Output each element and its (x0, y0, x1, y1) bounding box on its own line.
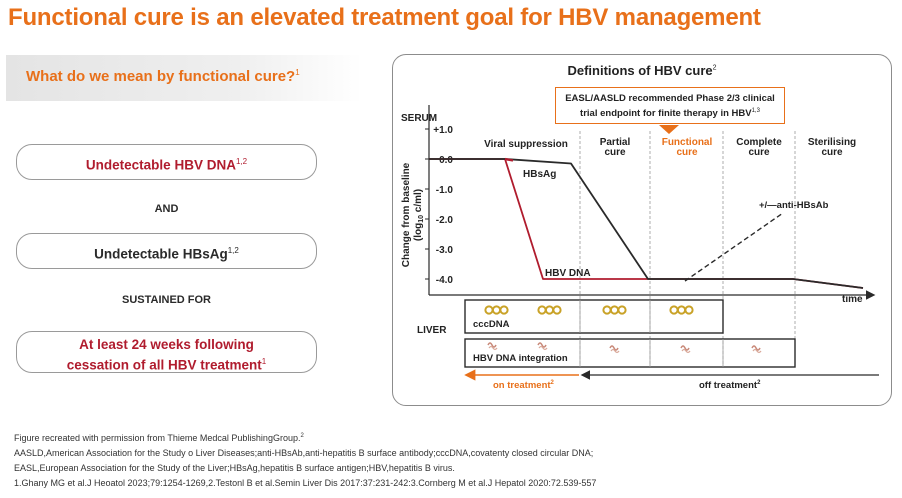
question-ref: 1 (295, 68, 300, 77)
cure-chart-svg: SERUM LIVER Change from baseline (log10 … (401, 105, 879, 391)
y-axis-line1: Change from baseline (401, 162, 412, 267)
hbv-dna-label: HBV DNA (545, 268, 591, 279)
easl-line2: trial endpoint for finite therapy in HBV (580, 108, 752, 120)
footnote-4: 1.Ghany MG et al.J Heoatol 2023;79:1254-… (14, 478, 597, 488)
on-treatment-label: on treatment2 (493, 380, 555, 391)
criterion-duration-line2: cessation of all HBV treatment (66, 357, 262, 373)
hbv-dna-start-accent (504, 157, 514, 162)
anti-hbsab-label: +/—anti-HBsAb (759, 200, 829, 211)
criterion-hbsag-text: Undetectable HBsAg (94, 246, 228, 262)
y-axis-line2-sub: 10 (418, 215, 425, 223)
integration-dna-1 (487, 342, 498, 351)
footnote-1: Figure recreated with permission from Th… (14, 429, 894, 446)
y-tick-label: -4.0 (436, 275, 454, 286)
off-treatment-text: off treatment (699, 380, 758, 391)
hbsag-line (429, 158, 864, 289)
question-banner: What do we mean by functional cure?1 (6, 55, 362, 101)
criterion-duration-ref: 1 (261, 357, 267, 366)
footnote-2: AASLD,American Association for the Study… (14, 448, 594, 458)
criterion-duration-line1: At least 24 weeks following (79, 337, 254, 352)
footnote-1-text: Figure recreated with permission from Th… (14, 433, 301, 443)
hbv-dna-line (429, 158, 864, 289)
footnotes: Figure recreated with permission from Th… (14, 429, 894, 491)
phase-dividers (579, 131, 796, 367)
criterion-duration-line2-wrap: cessation of all HBV treatment1 (17, 353, 316, 374)
question-text: What do we mean by functional cure? (26, 68, 296, 85)
on-treatment-text: on treatment (493, 380, 551, 391)
criterion-hbv-dna-text: Undetectable HBV DNA (85, 157, 236, 173)
easl-ref: 1,3 (751, 108, 760, 114)
liver-label: LIVER (417, 325, 447, 336)
cccdna-rings-2 (537, 305, 562, 315)
diagram-title: Definitions of HBV cure2 (393, 63, 891, 78)
phase-partial-line1: Partial (600, 137, 631, 148)
diagram-title-ref: 2 (712, 64, 717, 72)
diagram-title-text: Definitions of HBV cure (567, 63, 713, 78)
hbv-cure-diagram: Definitions of HBV cure2 EASL/AASLD reco… (392, 54, 892, 406)
integration-dna-2 (537, 342, 548, 351)
y-tick-label: -1.0 (436, 185, 454, 196)
phase-complete-line1: Complete (736, 137, 782, 148)
criterion-hbv-dna: Undetectable HBV DNA1,2 (16, 144, 317, 180)
integration-dna-3 (609, 345, 620, 354)
series-layer (429, 157, 864, 289)
off-treatment-ref: 2 (757, 380, 761, 386)
cccdna-box (464, 299, 724, 334)
off-treatment-label: off treatment2 (699, 380, 761, 391)
anti-hbsab-line (684, 212, 784, 282)
slide-title: Functional cure is an elevated treatment… (8, 4, 761, 31)
footnote-3: EASL,European Association for the Study … (14, 463, 455, 473)
cccdna-rings-3 (602, 305, 627, 315)
time-label: time (842, 294, 863, 305)
criterion-hbv-dna-ref: 1,2 (235, 157, 248, 166)
integration-dna-4 (680, 345, 691, 354)
easl-line2-wrap: trial endpoint for finite therapy in HBV… (556, 105, 784, 120)
easl-pointer-arrow (659, 125, 679, 134)
easl-endpoint-callout: EASL/AASLD recommended Phase 2/3 clinica… (555, 87, 785, 124)
cccdna-rings-1 (484, 305, 509, 315)
y-tick-label: +1.0 (433, 125, 453, 136)
y-axis-title: Change from baseline (log10 c/ml) (401, 162, 425, 267)
connector-and: AND (154, 203, 179, 215)
y-axis-line2-pre: (log (413, 223, 424, 241)
y-axis-line2-post: c/ml) (413, 189, 424, 215)
criterion-hbsag-ref: 1,2 (227, 246, 239, 255)
criterion-hbsag: Undetectable HBsAg1,2 (16, 233, 317, 269)
phase-sterilising-line1: Sterilising (808, 137, 856, 148)
cccdna-rings-4 (669, 305, 694, 315)
phase-functional-line1: Functional (662, 137, 713, 148)
hbsag-label: HBsAg (523, 169, 556, 180)
phase-functional-line2: cure (676, 147, 698, 158)
phase-sterilising-line2: cure (821, 147, 843, 158)
y-tick-label: 0.0 (439, 155, 453, 166)
cccdna-label: cccDNA (473, 319, 510, 330)
easl-line1: EASL/AASLD recommended Phase 2/3 clinica… (565, 93, 775, 104)
footnote-1-ref: 2 (300, 433, 304, 439)
y-tick-label: -2.0 (436, 215, 454, 226)
phase-viral-suppression: Viral suppression (484, 139, 568, 150)
integration-dna-5 (751, 345, 762, 354)
integration-label: HBV DNA integration (473, 353, 568, 364)
serum-label: SERUM (401, 113, 437, 124)
integration-box (464, 338, 796, 368)
y-axis-line2: (log10 c/ml) (413, 189, 425, 241)
phase-complete-line2: cure (748, 147, 770, 158)
y-ticks: +1.0 0.0 -1.0 -2.0 -3.0 -4.0 (425, 125, 453, 286)
on-treatment-ref: 2 (551, 380, 555, 386)
criterion-duration: At least 24 weeks following cessation of… (16, 331, 317, 373)
y-tick-label: -3.0 (436, 245, 454, 256)
connector-sustained: SUSTAINED FOR (121, 294, 212, 306)
phase-partial-line2: cure (604, 147, 626, 158)
